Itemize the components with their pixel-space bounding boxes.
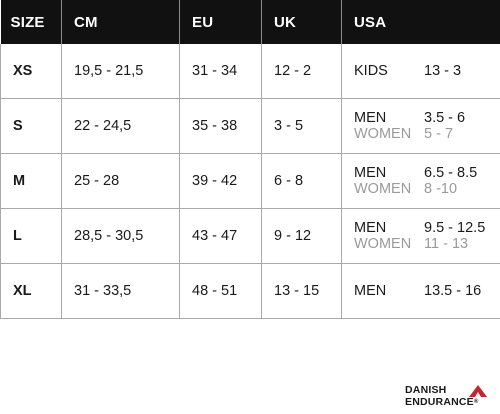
cell-uk: 12 - 2: [261, 44, 342, 99]
logo-line2: ENDURANCE: [405, 396, 474, 408]
cell-usa: MEN 13.5 - 16: [341, 263, 500, 319]
cell-size: L: [0, 208, 62, 264]
usa-women-label: WOMEN: [354, 181, 412, 197]
cell-size: S: [0, 98, 62, 154]
header-cm: CM: [61, 0, 180, 44]
usa-men-value: 9.5 - 12.5: [424, 220, 486, 236]
cell-eu: 48 - 51: [179, 263, 262, 319]
cell-eu: 31 - 34: [179, 44, 262, 99]
cell-usa: MEN 3.5 - 6 WOMEN 5 - 7: [341, 98, 500, 154]
header-row: SIZE CM EU UK USA: [0, 0, 500, 44]
usa-kids-label: KIDS: [354, 63, 388, 79]
mountain-peak-icon: [469, 384, 487, 402]
cell-usa: MEN 9.5 - 12.5 WOMEN 11 - 13: [341, 208, 500, 264]
header-size: SIZE: [0, 0, 62, 44]
usa-women-label: WOMEN: [354, 236, 412, 252]
usa-men-line: MEN 3.5 - 6: [354, 110, 500, 126]
usa-kids-value: 13 - 3: [424, 63, 462, 79]
usa-men-value: 6.5 - 8.5: [424, 165, 478, 181]
usa-men-line: MEN 13.5 - 16: [354, 283, 500, 299]
usa-men-label: MEN: [354, 220, 387, 236]
table-row: S 22 - 24,5 35 - 38 3 - 5 MEN 3.5 - 6 WO…: [0, 98, 500, 154]
usa-men-label: MEN: [354, 283, 387, 299]
usa-men-label: MEN: [354, 165, 387, 181]
table-row: L 28,5 - 30,5 43 - 47 9 - 12 MEN 9.5 - 1…: [0, 208, 500, 264]
table-row: XS 19,5 - 21,5 31 - 34 12 - 2 KIDS 13 - …: [0, 44, 500, 99]
usa-women-value: 11 - 13: [424, 236, 469, 252]
usa-women-value: 8 -10: [424, 181, 458, 197]
usa-kids-line: KIDS 13 - 3: [354, 63, 500, 79]
logo-line1: DANISH: [405, 384, 447, 396]
cell-eu: 35 - 38: [179, 98, 262, 154]
cell-cm: 31 - 33,5: [61, 263, 180, 319]
cell-eu: 43 - 47: [179, 208, 262, 264]
header-eu: EU: [179, 0, 262, 44]
header-usa: USA: [341, 0, 500, 44]
cell-uk: 3 - 5: [261, 98, 342, 154]
usa-men-label: MEN: [354, 110, 387, 126]
usa-men-line: MEN 9.5 - 12.5: [354, 220, 500, 236]
header-uk: UK: [261, 0, 342, 44]
usa-women-value: 5 - 7: [424, 126, 454, 142]
cell-uk: 9 - 12: [261, 208, 342, 264]
cell-uk: 6 - 8: [261, 153, 342, 209]
logo-wordmark: DANISH ENDURANCE®: [405, 384, 479, 408]
size-chart-table: SIZE CM EU UK USA XS 19,5 - 21,5 31 - 34…: [0, 0, 500, 319]
usa-women-line: WOMEN 5 - 7: [354, 126, 500, 142]
cell-size: XL: [0, 263, 62, 319]
cell-eu: 39 - 42: [179, 153, 262, 209]
cell-cm: 19,5 - 21,5: [61, 44, 180, 99]
usa-men-line: MEN 6.5 - 8.5: [354, 165, 500, 181]
cell-usa: MEN 6.5 - 8.5 WOMEN 8 -10: [341, 153, 500, 209]
danish-endurance-logo: DANISH ENDURANCE®: [405, 384, 495, 412]
logo-registered: ®: [473, 399, 479, 405]
usa-men-value: 3.5 - 6: [424, 110, 466, 126]
table-row: M 25 - 28 39 - 42 6 - 8 MEN 6.5 - 8.5 WO…: [0, 153, 500, 209]
usa-men-value: 13.5 - 16: [424, 283, 482, 299]
cell-cm: 28,5 - 30,5: [61, 208, 180, 264]
usa-women-line: WOMEN 11 - 13: [354, 236, 500, 252]
usa-women-label: WOMEN: [354, 126, 412, 142]
usa-women-line: WOMEN 8 -10: [354, 181, 500, 197]
cell-size: XS: [0, 44, 62, 99]
cell-usa: KIDS 13 - 3: [341, 44, 500, 99]
cell-cm: 22 - 24,5: [61, 98, 180, 154]
cell-cm: 25 - 28: [61, 153, 180, 209]
cell-uk: 13 - 15: [261, 263, 342, 319]
table-row: XL 31 - 33,5 48 - 51 13 - 15 MEN 13.5 - …: [0, 263, 500, 319]
cell-size: M: [0, 153, 62, 209]
